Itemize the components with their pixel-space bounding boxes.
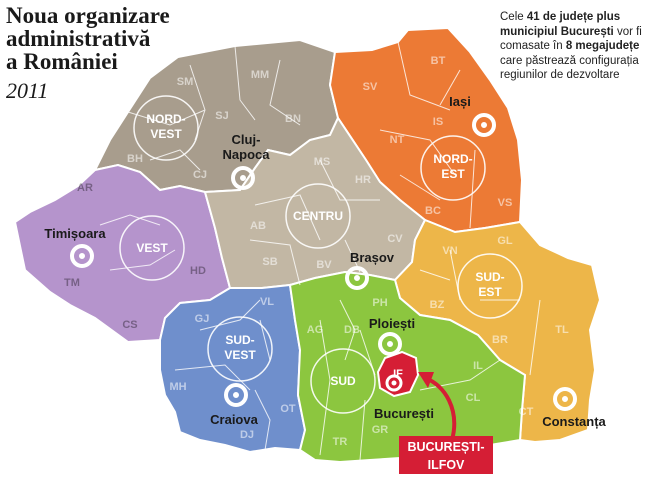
- county-code: TR: [333, 436, 348, 448]
- county-code: BN: [285, 113, 301, 125]
- city-label-constanta: Constanța: [542, 414, 606, 429]
- city-label-timisoara: Timișoara: [44, 226, 106, 241]
- region-label-nord-est: NORD-EST: [433, 152, 472, 181]
- city-label-cluj-napoca: Cluj-Napoca: [223, 132, 271, 162]
- circle-sud: [310, 348, 376, 414]
- city-label-cluj-line1: Cluj-: [232, 132, 261, 147]
- title-line-3: a României: [6, 49, 118, 74]
- county-code: AB: [250, 220, 266, 232]
- county-code: VN: [442, 245, 457, 257]
- circle-sud-est: [457, 253, 523, 319]
- county-code: VS: [498, 197, 513, 209]
- county-code: MM: [251, 69, 269, 81]
- city-marker-iasi: [472, 113, 496, 137]
- county-code: CS: [122, 319, 137, 331]
- county-code: GJ: [195, 313, 210, 325]
- black-sea: [589, 300, 650, 489]
- county-code: MS: [314, 156, 331, 168]
- city-label-craiova: Craiova: [210, 412, 258, 427]
- county-codes: SM MM SJ BN BH CJ SV BT IS NT BC VS AR T…: [64, 55, 569, 448]
- county-code: BV: [316, 259, 332, 271]
- circle-sud-vest: [207, 316, 273, 382]
- city-label-brasov: Brașov: [350, 250, 395, 265]
- county-code: SJ: [215, 110, 228, 122]
- explanatory-note: Cele 41 de județe plus municipiul Bucure…: [500, 11, 642, 81]
- county-code: MH: [169, 381, 186, 393]
- title-line-1: Noua organizare: [6, 3, 170, 28]
- city-label-bucuresti: București: [374, 406, 434, 421]
- callout-arrowhead: [418, 372, 434, 388]
- county-code: DJ: [240, 429, 254, 441]
- region-label-nord-vest: NORD-VEST: [146, 112, 185, 141]
- county-code: CV: [387, 233, 403, 245]
- county-code: GR: [372, 424, 389, 436]
- county-code: TM: [64, 277, 80, 289]
- county-borders: [99, 41, 541, 461]
- county-code: HD: [190, 265, 206, 277]
- city-marker-timisoara: [70, 244, 94, 268]
- bucuresti-ilfov-badge: BUCUREȘTI- ILFOV: [399, 436, 493, 474]
- county-code: BT: [431, 55, 446, 67]
- region-label-sud-est: SUD-EST: [475, 270, 504, 299]
- title-line-2: administrativă: [6, 26, 151, 51]
- county-code: AR: [77, 182, 93, 194]
- county-code: PH: [372, 297, 387, 309]
- county-code: CJ: [193, 169, 207, 181]
- county-code: BZ: [430, 299, 445, 311]
- county-code: OT: [280, 403, 296, 415]
- county-code: AG: [307, 324, 324, 336]
- county-code: GL: [497, 235, 513, 247]
- county-code: HR: [355, 174, 371, 186]
- county-code: BR: [492, 334, 508, 346]
- county-code: SM: [177, 76, 194, 88]
- city-label-iasi: Iași: [449, 94, 471, 109]
- region-label-centru: CENTRU: [293, 209, 343, 223]
- badge-line-1: BUCUREȘTI-: [407, 440, 485, 454]
- city-marker-ploiesti: [378, 332, 402, 356]
- city-marker-bucuresti: [385, 374, 403, 392]
- county-code: IS: [433, 116, 443, 128]
- county-code: SV: [363, 81, 378, 93]
- county-code: TL: [555, 324, 569, 336]
- city-markers: [70, 113, 577, 411]
- county-code: DB: [344, 324, 360, 336]
- region-label-sud-vest: SUD-VEST: [224, 333, 256, 362]
- city-label-ploiesti: Ploiești: [369, 316, 415, 331]
- region-label-sud: SUD: [330, 374, 356, 388]
- county-code: VL: [260, 296, 274, 308]
- county-code: BH: [127, 153, 143, 165]
- region-label-vest: VEST: [136, 241, 168, 255]
- city-marker-constanta: [553, 387, 577, 411]
- callout-arrow: [424, 376, 457, 441]
- city-marker-cluj-napoca: [231, 166, 255, 190]
- circle-centru: [285, 183, 351, 249]
- county-code: NT: [390, 134, 405, 146]
- county-code: IF: [393, 368, 403, 380]
- county-code: IL: [473, 360, 483, 372]
- year-label: 2011: [6, 78, 49, 103]
- badge-line-2: ILFOV: [427, 458, 465, 472]
- circle-nord-vest: [133, 95, 199, 161]
- city-marker-brasov: [345, 266, 369, 290]
- county-code: BC: [425, 205, 441, 217]
- region-circles: [119, 95, 523, 414]
- circle-nord-est: [420, 135, 486, 201]
- page-title: Noua organizare administrativă a Românie…: [6, 4, 170, 73]
- city-label-cluj-line2: Napoca: [223, 147, 271, 162]
- city-marker-craiova: [224, 383, 248, 407]
- circle-vest: [119, 215, 185, 281]
- county-code: CT: [519, 406, 534, 418]
- county-code: SB: [262, 256, 277, 268]
- county-code: CL: [466, 392, 481, 404]
